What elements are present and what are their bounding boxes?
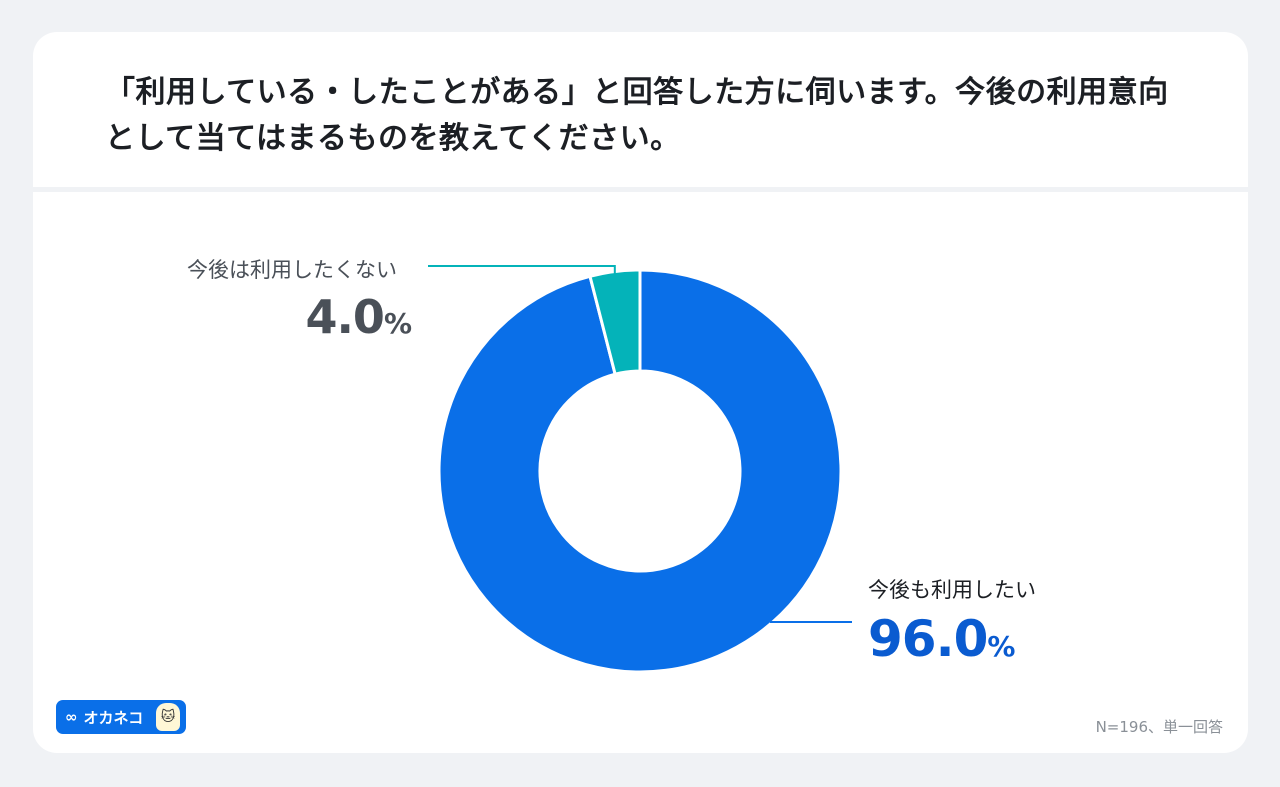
header-divider [33,187,1248,192]
chart-title: 「利用している・したことがある」と回答した方に伺います。今後の利用意向として当て… [105,75,1169,156]
slice-value-number: 96.0 [868,610,988,668]
donut-slice [588,268,642,376]
logo-text: オカネコ [83,708,144,727]
leader-line-dont-use [428,265,616,274]
slice-value-dont-use: 4.0% [305,290,412,344]
percent-sign: % [987,630,1016,663]
slice-label-use-again: 今後も利用したい [868,578,1036,602]
okaneco-logo: ∞ オカネコ 🐱 [56,700,186,734]
percent-sign: % [383,307,412,340]
slice-value-use-again: 96.0% [868,610,1015,668]
card-header: 「利用している・したことがある」と回答した方に伺います。今後の利用意向として当て… [33,32,1248,187]
donut-slice [437,268,843,674]
cat-icon: 🐱 [156,703,180,731]
sample-note: N=196、単一回答 [1095,718,1223,736]
slice-label-dont-use: 今後は利用したくない [187,258,397,282]
slice-value-number: 4.0 [305,290,384,344]
infinity-icon: ∞ [65,708,78,726]
